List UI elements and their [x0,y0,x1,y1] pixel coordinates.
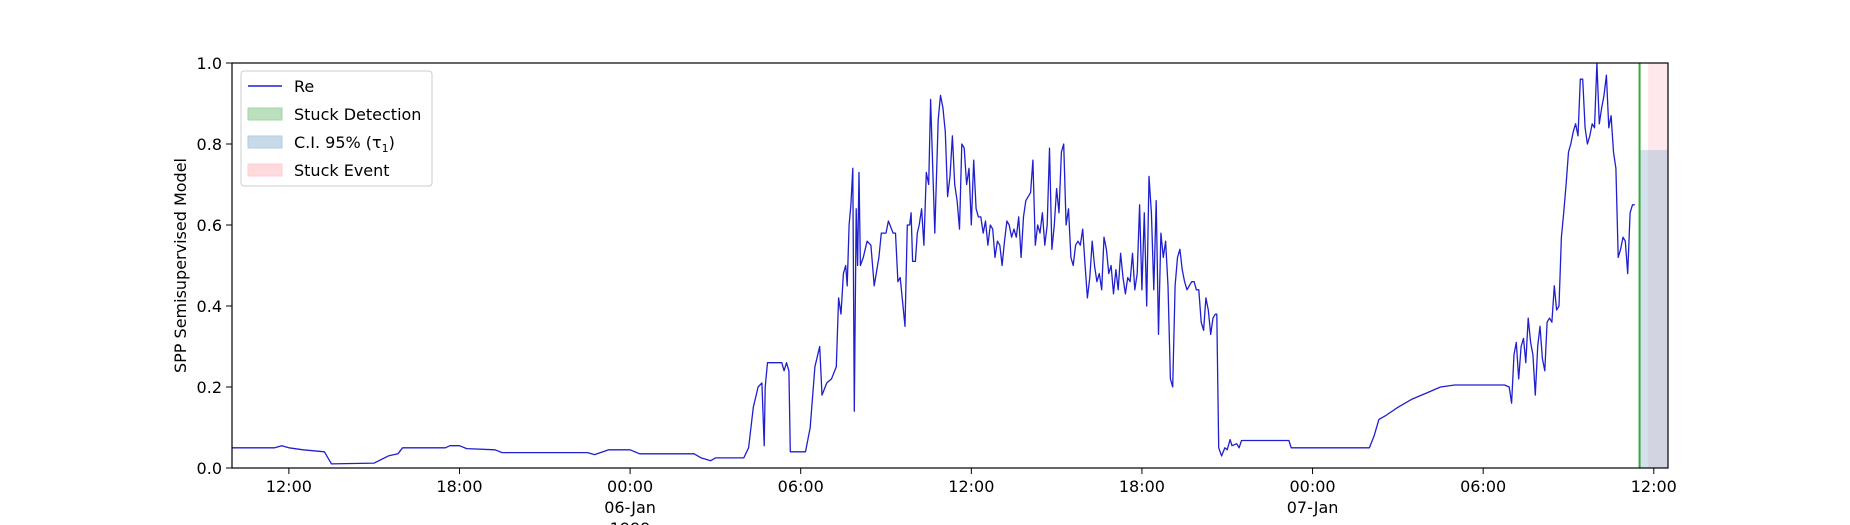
x-tick-label: 18:00 [1119,477,1165,496]
x-tick-label: 06:00 [1460,477,1506,496]
y-tick-label: 0.0 [197,459,222,478]
x-tick-label: 00:00 [1289,477,1335,496]
series-layer [232,62,1635,465]
legend: Re Stuck Detection C.I. 95% (τ1) Stuck Even… [240,70,433,187]
y-tick-label: 0.2 [197,378,222,397]
legend-label: Stuck Detection [294,105,421,124]
legend-label: C.I. 95% (τ1) [294,133,395,155]
legend-label-suffix: ) [389,133,395,152]
legend-label: Stuck Event [294,161,390,180]
series-line-0 [232,62,1635,465]
x-axis: 12:00 18:00 00:00 06-Jan 1999 06:00 12:00 18:00… [266,468,1677,525]
bands-layer [1638,63,1668,468]
x-tick-label: 12:00 [1631,477,1677,496]
x-year-label: 1999 [610,519,651,525]
plot-frame [231,62,1669,469]
x-tick-label: 12:00 [948,477,994,496]
x-tick-label: 12:00 [266,477,312,496]
x-tick-label: 18:00 [436,477,482,496]
x-tick-label: 06:00 [778,477,824,496]
legend-box [240,70,433,187]
legend-label-subscript: 1 [382,142,389,155]
y-axis: 0.0 0.2 0.4 0.6 0.8 1.0 [197,54,232,478]
y-tick-label: 0.6 [197,216,222,235]
band-0 [1648,63,1668,468]
legend-swatch-patch [247,135,283,149]
y-tick-label: 1.0 [197,54,222,73]
legend-label: Re [294,77,314,96]
y-tick-label: 0.4 [197,297,222,316]
y-tick-label: 0.8 [197,135,222,154]
band-1 [1639,150,1668,468]
y-axis-label: SPP Semisupervised Model [171,158,190,373]
x-tick-label: 00:00 [607,477,653,496]
legend-swatch-patch [247,107,283,121]
x-tick-date-label: 07-Jan [1287,498,1339,517]
x-tick-date-label: 06-Jan [604,498,656,517]
legend-swatch-patch [247,163,283,177]
